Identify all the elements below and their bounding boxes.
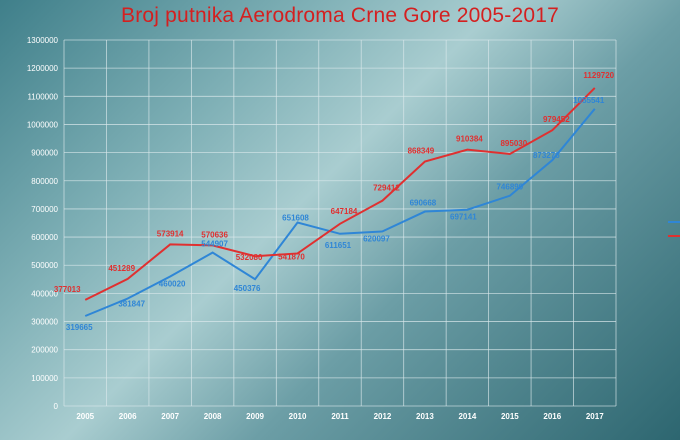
data-label-series-1: 460020 [159,279,186,288]
y-tick-label: 300000 [31,318,58,327]
x-tick-label: 2013 [416,412,434,421]
y-tick-label: 0 [54,402,59,411]
data-label-series-1: 319665 [66,323,93,332]
y-tick-label: 1000000 [27,120,59,129]
data-labels: 319665 381847 460020 544907 450376 651608 6116… [54,71,615,332]
x-tick-label: 2015 [501,412,519,421]
data-label-series-2: 573914 [157,229,184,238]
data-label-series-1: 381847 [118,299,145,308]
y-tick-label: 500000 [31,261,58,270]
x-tick-label: 2005 [76,412,94,421]
y-tick-label: 900000 [31,149,58,158]
x-tick-label: 2009 [246,412,264,421]
x-tick-label: 2012 [374,412,392,421]
data-label-series-1: 620097 [363,234,390,243]
series-line-2 [84,87,596,301]
y-tick-label: 600000 [31,233,58,242]
data-label-series-2: 647184 [331,207,358,216]
data-label-series-2: 532080 [236,253,263,262]
y-tick-label: 1300000 [27,36,59,45]
data-label-series-1: 746899 [496,183,523,192]
x-tick-label: 2010 [289,412,307,421]
series-line-1 [84,108,596,317]
data-label-series-2: 451289 [108,264,135,273]
y-tick-label: 800000 [31,177,58,186]
x-tick-label: 2008 [204,412,222,421]
y-tick-label: 1100000 [27,92,58,101]
x-tick-label: 2007 [161,412,179,421]
data-label-series-2: 729412 [373,184,400,193]
data-label-series-2: 570636 [201,230,228,239]
data-label-series-2: 910384 [456,135,483,144]
data-label-series-2: 979452 [543,115,570,124]
data-label-series-1: 544907 [201,240,228,249]
grid-lines [63,39,617,407]
data-label-series-1: 697141 [450,213,477,222]
x-tick-label: 2014 [458,412,476,421]
y-tick-label: 200000 [31,346,58,355]
legend-swatch-series-1 [668,221,680,223]
data-label-series-1: 690668 [410,199,437,208]
legend-swatch-series-2 [668,235,680,237]
data-label-series-1: 873276 [533,151,560,160]
x-axis-ticks: 2005 2006 2007 2008 2009 2010 2011 2012 2013 2014… [76,412,604,421]
y-tick-label: 100000 [31,374,58,383]
x-tick-label: 2011 [331,412,349,421]
x-tick-label: 2016 [543,412,561,421]
y-tick-label: 1200000 [27,64,59,73]
data-label-series-1: 1055541 [573,96,605,105]
x-tick-label: 2017 [586,412,604,421]
series-lines [84,87,596,317]
data-label-series-1: 450376 [234,284,261,293]
y-axis-ticks: 0 100000 200000 300000 400000 500000 600000 700… [27,36,59,411]
y-tick-label: 700000 [31,205,58,214]
data-label-series-2: 895030 [500,139,527,148]
data-label-series-2: 541870 [278,252,305,261]
data-label-series-1: 651608 [282,214,309,223]
data-label-series-1: 611651 [325,241,352,250]
x-tick-label: 2006 [119,412,137,421]
data-label-series-2: 868349 [408,147,435,156]
chart-title: Broj putnika Aerodroma Crne Gore 2005-20… [121,4,559,27]
data-label-series-2: 377013 [54,285,81,294]
data-label-series-2: 1129720 [583,71,614,80]
y-tick-label: 400000 [31,289,58,298]
